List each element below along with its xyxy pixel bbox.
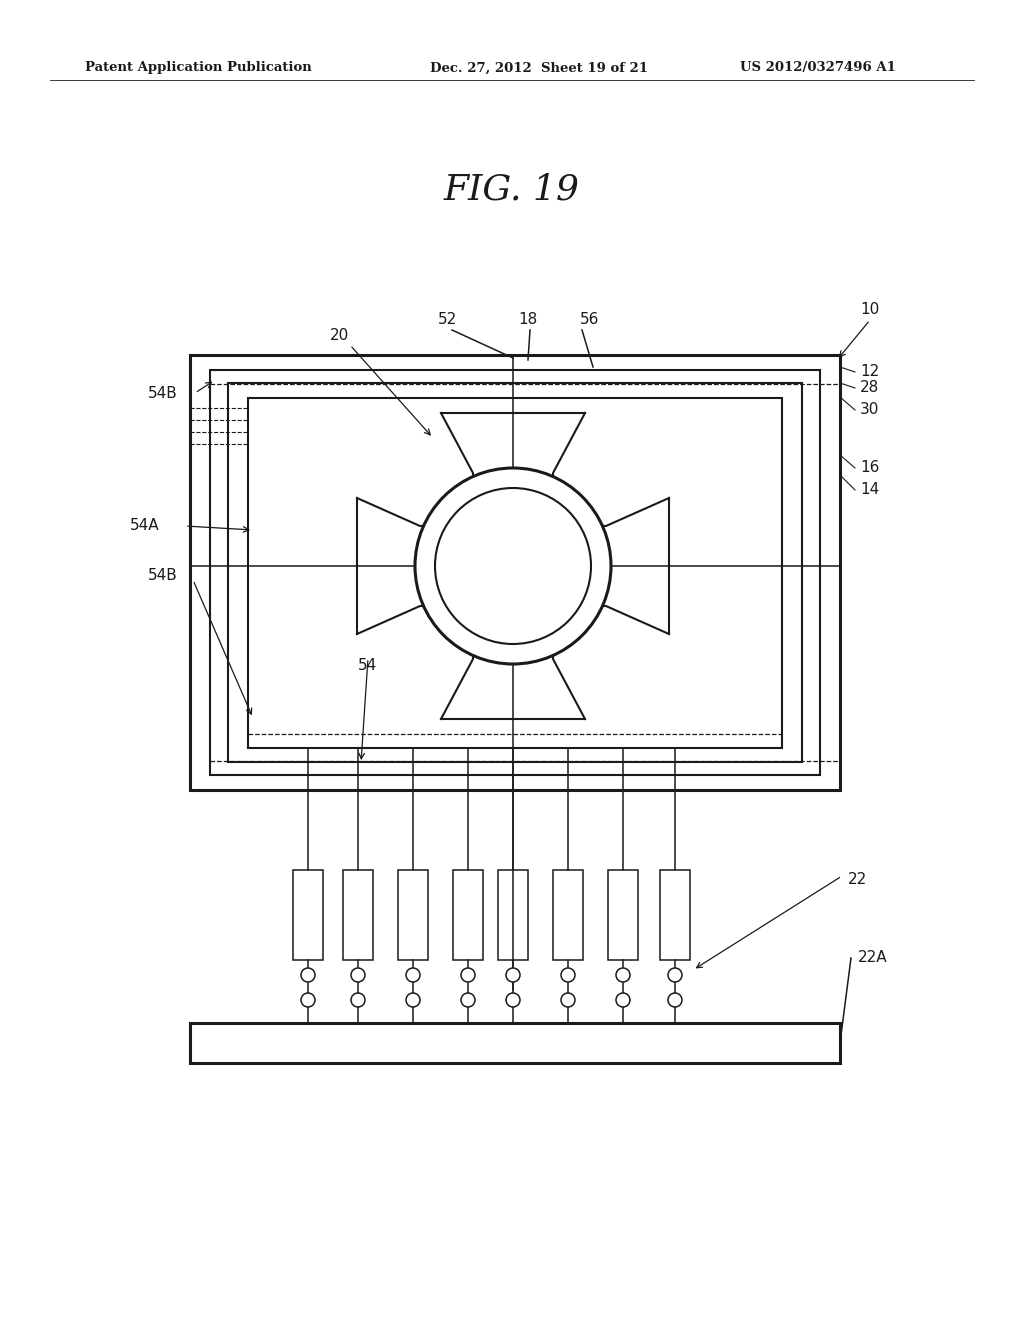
Circle shape: [301, 968, 315, 982]
Bar: [608, 870, 638, 960]
Bar: [248, 399, 782, 748]
Text: 20: 20: [330, 327, 349, 342]
Circle shape: [506, 993, 520, 1007]
Text: 22A: 22A: [858, 950, 888, 965]
Circle shape: [561, 968, 575, 982]
Circle shape: [406, 968, 420, 982]
Text: Patent Application Publication: Patent Application Publication: [85, 62, 311, 74]
Text: 16: 16: [860, 461, 880, 475]
Circle shape: [668, 968, 682, 982]
Bar: [660, 870, 690, 960]
Text: FIG. 19: FIG. 19: [444, 173, 580, 207]
Circle shape: [435, 488, 591, 644]
Text: 54A: 54A: [130, 519, 160, 533]
Text: Dec. 27, 2012  Sheet 19 of 21: Dec. 27, 2012 Sheet 19 of 21: [430, 62, 648, 74]
Bar: [210, 370, 820, 775]
Circle shape: [351, 993, 365, 1007]
Text: 10: 10: [860, 302, 880, 318]
Text: 54B: 54B: [148, 568, 178, 582]
Circle shape: [415, 469, 611, 664]
Circle shape: [351, 968, 365, 982]
Text: 56: 56: [580, 313, 599, 327]
Text: US 2012/0327496 A1: US 2012/0327496 A1: [740, 62, 896, 74]
Circle shape: [616, 968, 630, 982]
Circle shape: [668, 993, 682, 1007]
Bar: [398, 870, 428, 960]
Bar: [553, 870, 583, 960]
Bar: [498, 870, 528, 960]
Circle shape: [561, 993, 575, 1007]
Bar: [190, 355, 840, 789]
Text: 54B: 54B: [148, 385, 178, 400]
Circle shape: [506, 968, 520, 982]
Bar: [228, 383, 802, 762]
Circle shape: [406, 993, 420, 1007]
Circle shape: [301, 993, 315, 1007]
Text: 28: 28: [860, 380, 880, 396]
Text: 52: 52: [438, 313, 458, 327]
Bar: [343, 870, 373, 960]
Text: 54: 54: [358, 657, 377, 672]
Circle shape: [461, 993, 475, 1007]
Text: 30: 30: [860, 403, 880, 417]
Text: 12: 12: [860, 364, 880, 380]
Text: 18: 18: [518, 313, 538, 327]
Circle shape: [616, 993, 630, 1007]
Text: 22: 22: [848, 873, 867, 887]
Bar: [453, 870, 483, 960]
Circle shape: [461, 968, 475, 982]
Text: 14: 14: [860, 483, 880, 498]
Bar: [190, 1023, 840, 1063]
Bar: [293, 870, 323, 960]
